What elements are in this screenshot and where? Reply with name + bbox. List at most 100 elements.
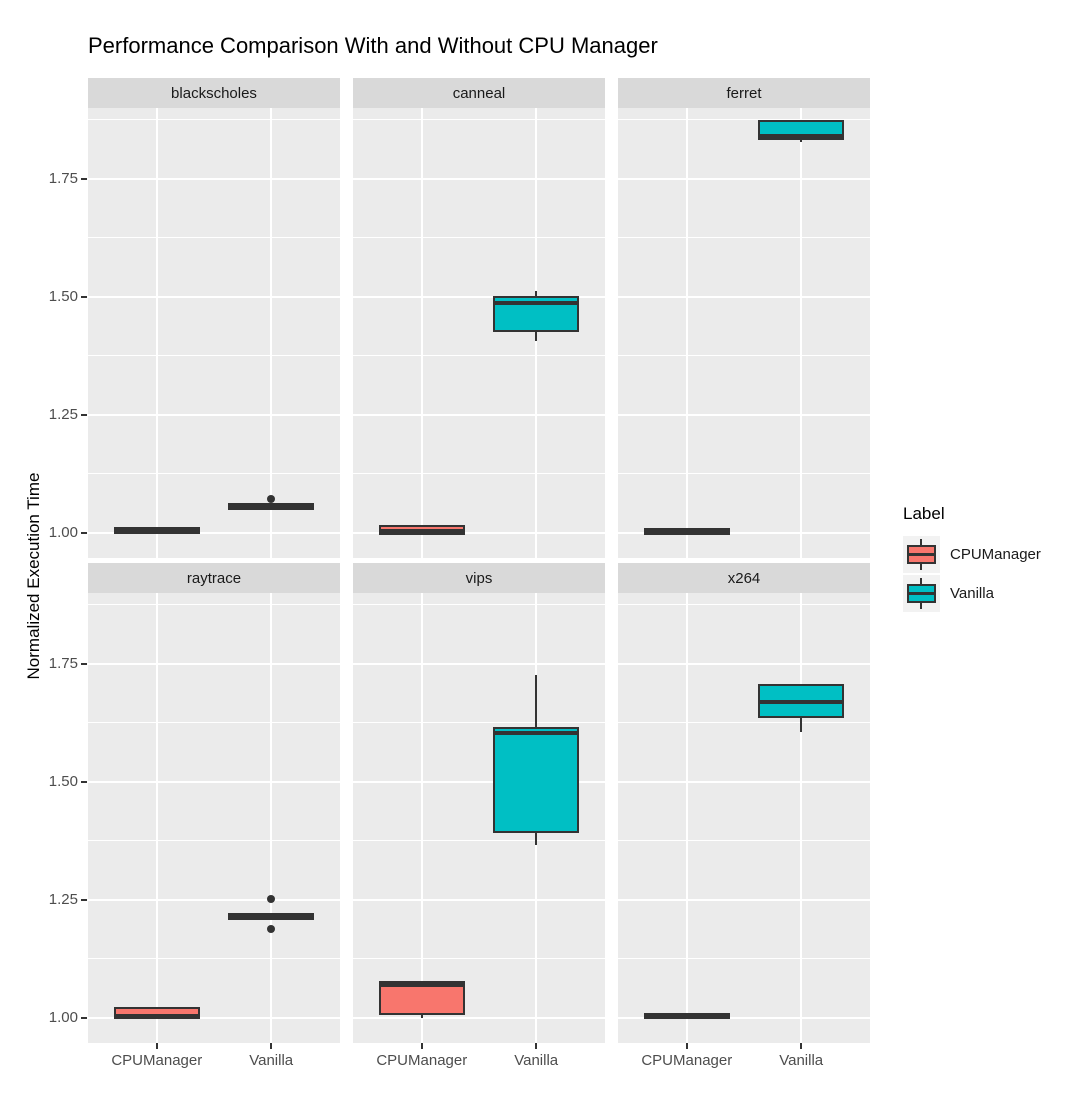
gridline-minor <box>618 355 870 357</box>
gridline-major <box>88 1016 340 1019</box>
gridline-major <box>353 177 605 180</box>
x-tick-label: CPUManager <box>641 1052 733 1069</box>
gridline-minor <box>353 237 605 239</box>
gridline-minor <box>88 473 340 475</box>
median-line <box>230 914 313 919</box>
legend-item-label: Vanilla <box>950 585 994 602</box>
x-tick-label: Vanilla <box>514 1052 559 1069</box>
gridline-major <box>353 413 605 416</box>
y-tick-label: 1.00 <box>48 1008 78 1026</box>
gridline-major <box>88 531 340 534</box>
legend-item: CPUManager <box>903 536 1041 573</box>
gridline-vertical <box>420 593 423 1043</box>
gridline-minor <box>88 840 340 842</box>
facet-strip-label: ferret <box>726 84 762 102</box>
gridline-major <box>353 295 605 298</box>
facet-strip: canneal <box>353 78 605 108</box>
y-axis-tick <box>81 531 87 534</box>
gridline-major <box>618 780 870 783</box>
gridline-minor <box>353 722 605 724</box>
gridline-minor <box>353 604 605 606</box>
gridline-minor <box>353 473 605 475</box>
gridline-minor <box>618 840 870 842</box>
legend-item: Vanilla <box>903 575 1041 612</box>
facet-strip: blackscholes <box>88 78 340 108</box>
gridline-minor <box>88 119 340 121</box>
legend-key-median-line <box>909 592 934 595</box>
y-tick-label: 1.50 <box>48 772 78 790</box>
x-axis-tick <box>800 1043 803 1049</box>
y-axis-tick <box>81 780 87 783</box>
outlier-point <box>267 894 276 903</box>
gridline-major <box>618 662 870 665</box>
facet-strip-label: blackscholes <box>171 84 257 102</box>
facet-strip-label: raytrace <box>186 569 242 587</box>
y-tick-label: 1.50 <box>48 287 78 305</box>
facet-strip-label: vips <box>465 569 493 587</box>
y-axis-tick <box>81 1016 87 1019</box>
facet-panel <box>618 593 870 1043</box>
y-tick-label: 1.75 <box>48 654 78 672</box>
x-tick-label: Vanilla <box>249 1052 294 1069</box>
gridline-major <box>618 177 870 180</box>
gridline-minor <box>353 840 605 842</box>
gridline-minor <box>618 722 870 724</box>
whisker-upper <box>535 290 538 298</box>
legend-title: Label <box>903 504 945 523</box>
y-tick-label: 1.25 <box>48 890 78 908</box>
gridline-minor <box>353 119 605 121</box>
legend: Label CPUManager Vanilla <box>903 504 1041 614</box>
median-line <box>380 983 463 988</box>
median-line <box>115 1014 198 1019</box>
gridline-major <box>618 898 870 901</box>
gridline-minor <box>88 355 340 357</box>
facet-panel <box>618 108 870 558</box>
x-axis-tick <box>685 1043 688 1049</box>
facet-panel <box>353 108 605 558</box>
whisker-upper <box>535 675 538 730</box>
gridline-major <box>353 531 605 534</box>
x-tick-label: Vanilla <box>779 1052 824 1069</box>
gridline-vertical <box>155 593 158 1043</box>
median-line <box>645 529 728 534</box>
chart-title: Performance Comparison With and Without … <box>88 33 658 58</box>
boxplot-box <box>493 727 580 834</box>
facet-strip-label: canneal <box>452 84 506 102</box>
gridline-major <box>353 662 605 665</box>
gridline-vertical <box>685 108 688 558</box>
gridline-major <box>88 780 340 783</box>
y-axis-tick <box>81 177 87 180</box>
gridline-minor <box>618 119 870 121</box>
x-tick-label: CPUManager <box>376 1052 468 1069</box>
legend-key <box>903 536 940 573</box>
outlier-point <box>267 494 276 503</box>
gridline-major <box>618 413 870 416</box>
gridline-vertical <box>270 108 273 558</box>
gridline-major <box>88 295 340 298</box>
whisker-lower <box>800 716 803 732</box>
gridline-vertical <box>270 593 273 1043</box>
median-line <box>380 528 463 533</box>
gridline-vertical <box>155 108 158 558</box>
y-axis-tick <box>81 662 87 665</box>
gridline-vertical <box>420 108 423 558</box>
facet-strip: vips <box>353 563 605 593</box>
gridline-major <box>88 662 340 665</box>
y-axis-tick <box>81 898 87 901</box>
legend-key-median-line <box>909 553 934 556</box>
median-line <box>115 528 198 533</box>
x-tick-label: CPUManager <box>111 1052 203 1069</box>
median-line <box>645 1014 728 1019</box>
x-axis-tick <box>270 1043 273 1049</box>
median-line <box>760 699 843 704</box>
x-axis-tick <box>535 1043 538 1049</box>
facet-strip: ferret <box>618 78 870 108</box>
facet-strip-label: x264 <box>727 569 761 587</box>
whisker-lower <box>535 831 538 846</box>
y-axis-tick <box>81 295 87 298</box>
gridline-minor <box>88 722 340 724</box>
median-line <box>760 133 843 138</box>
gridline-major <box>353 1016 605 1019</box>
gridline-minor <box>353 355 605 357</box>
